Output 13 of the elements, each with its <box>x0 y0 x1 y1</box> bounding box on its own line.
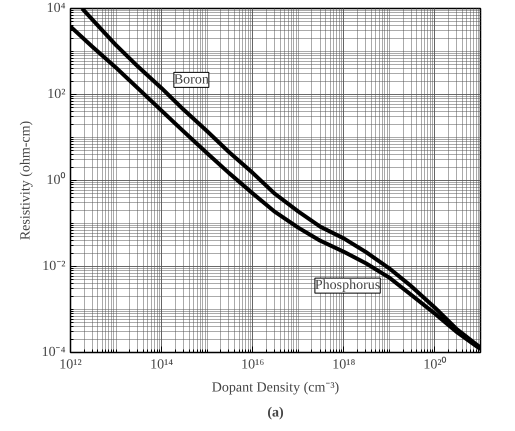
x-tick-label: 10¹⁴ <box>150 358 174 372</box>
x-tick-label: 10¹⁶ <box>241 358 264 372</box>
x-tick-label: 10²⁰ <box>423 356 447 372</box>
y-tick-label: 10⁻² <box>42 259 66 274</box>
text: (a) <box>267 406 284 420</box>
y-tick-label: 10⁰ <box>46 172 66 188</box>
y-tick-label: 10² <box>47 87 66 102</box>
y-tick-label: 10⁻⁴ <box>42 345 66 360</box>
y-axis-title: Resistivity (ohm-cm) <box>18 120 34 240</box>
y-tick-label: 10⁴ <box>46 1 66 16</box>
x-axis-title: Dopant Density (cm⁻³) <box>212 380 340 396</box>
x-tick-label: 10¹² <box>59 358 82 372</box>
x-tick-label: 10¹⁸ <box>332 358 356 372</box>
